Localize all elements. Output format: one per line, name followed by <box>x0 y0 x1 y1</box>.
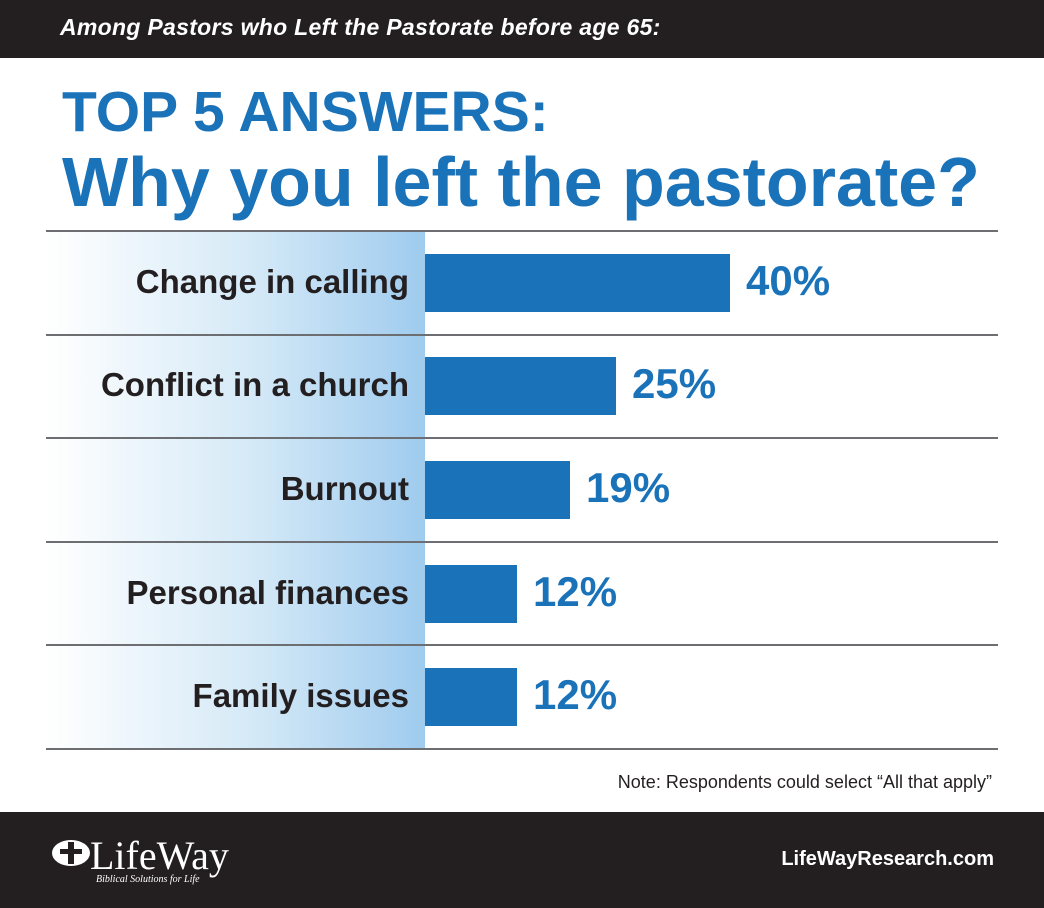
chart-title-line1: TOP 5 ANSWERS: <box>62 80 549 144</box>
value-label: 19% <box>586 464 671 511</box>
top-banner: Among Pastors who Left the Pastorate bef… <box>0 0 1044 58</box>
lifeway-cross-icon <box>52 840 90 866</box>
chart-title-line2: Why you left the pastorate? <box>62 143 980 221</box>
value-label: 25% <box>632 360 717 407</box>
value-label: 40% <box>746 257 831 304</box>
brand-name: LifeWay <box>90 833 229 878</box>
brand-tagline: Biblical Solutions for Life <box>96 874 200 885</box>
category-label: Conflict in a church <box>100 366 409 403</box>
category-label: Family issues <box>192 677 409 714</box>
website-link[interactable]: LifeWayResearch.com <box>781 848 994 870</box>
value-label: 12% <box>533 568 618 615</box>
row-divider <box>46 644 998 646</box>
category-label: Burnout <box>280 470 409 507</box>
bar <box>425 565 517 623</box>
row-divider <box>46 230 998 232</box>
chart-subtitle: Among Pastors who Left the Pastorate bef… <box>60 14 661 40</box>
bar <box>425 461 570 519</box>
category-label-panel <box>46 231 425 749</box>
row-divider <box>46 334 998 336</box>
category-label: Personal finances <box>126 574 409 611</box>
footer-banner: LifeWay Biblical Solutions for Life Life… <box>0 812 1044 908</box>
bar <box>425 357 616 415</box>
category-label: Change in calling <box>135 263 409 300</box>
row-divider <box>46 437 998 439</box>
bar <box>425 254 730 312</box>
value-label: 12% <box>533 671 618 718</box>
row-divider <box>46 541 998 543</box>
bar <box>425 668 517 726</box>
row-divider <box>46 748 998 750</box>
lifeway-logo[interactable]: LifeWay Biblical Solutions for Life <box>50 832 270 892</box>
footnote: Note: Respondents could select “All that… <box>617 772 992 792</box>
